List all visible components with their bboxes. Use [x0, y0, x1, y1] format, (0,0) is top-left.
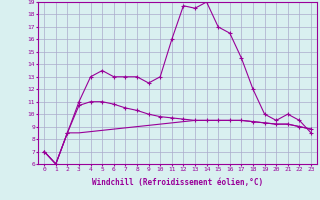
- X-axis label: Windchill (Refroidissement éolien,°C): Windchill (Refroidissement éolien,°C): [92, 178, 263, 187]
